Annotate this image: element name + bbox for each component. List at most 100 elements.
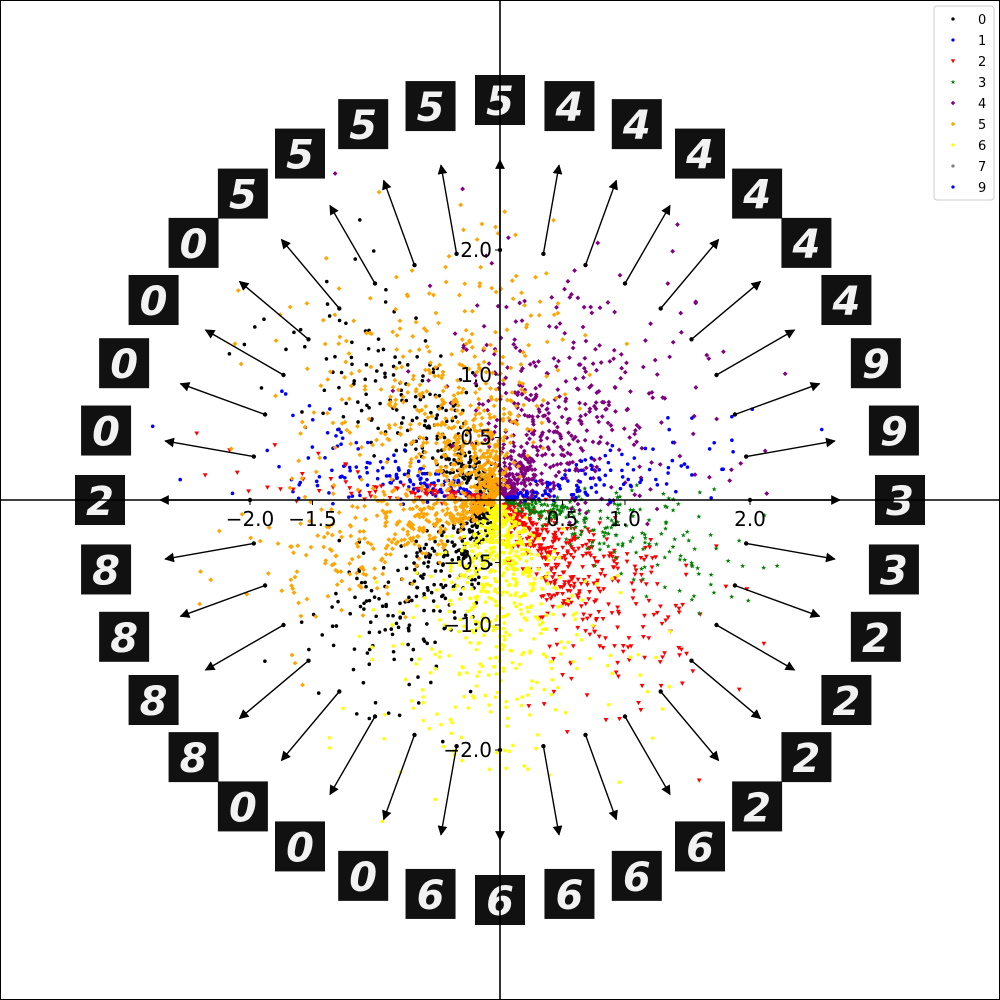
digit-thumbnail-glyph: 0 (110, 342, 138, 388)
point-series-5 (384, 459, 390, 465)
point-series-6 (391, 644, 396, 648)
point-series-6 (536, 537, 540, 541)
point-series-1 (310, 417, 315, 422)
point-series-3 (696, 571, 702, 577)
direction-arrow (542, 746, 563, 836)
digit-thumbnail: 4 (781, 217, 832, 268)
point-series-0 (401, 611, 406, 616)
point-series-3 (568, 525, 574, 531)
point-series-6 (482, 532, 487, 536)
point-series-4 (480, 402, 486, 407)
point-series-4 (529, 431, 535, 436)
point-series-4 (536, 359, 541, 364)
point-series-4 (538, 437, 544, 443)
point-series-5 (476, 433, 482, 439)
point-series-4 (617, 272, 623, 278)
point-series-0 (482, 515, 487, 520)
point-series-5 (495, 443, 501, 449)
point-series-2 (603, 636, 608, 641)
point-series-0 (302, 344, 307, 349)
point-series-2 (662, 651, 667, 656)
point-series-4 (563, 378, 569, 384)
point-series-5 (424, 511, 430, 517)
point-series-2 (543, 528, 549, 533)
point-series-9 (512, 494, 517, 499)
point-series-2 (673, 603, 679, 609)
point-series-5 (384, 501, 390, 507)
point-series-3 (677, 556, 683, 562)
point-series-6 (505, 724, 510, 728)
point-series-6 (422, 596, 427, 600)
point-series-6 (493, 599, 498, 604)
point-series-2 (683, 563, 689, 568)
point-series-1 (398, 480, 403, 484)
point-series-6 (463, 564, 468, 569)
point-series-5 (347, 571, 353, 577)
point-series-2 (401, 483, 406, 488)
point-series-2 (477, 492, 482, 498)
point-series-5 (472, 500, 477, 506)
point-series-4 (637, 425, 642, 431)
point-series-2 (676, 646, 682, 651)
point-series-0 (357, 540, 362, 544)
point-series-4 (675, 222, 680, 227)
point-series-0 (350, 340, 354, 345)
point-series-6 (488, 583, 493, 588)
point-series-5 (393, 401, 398, 407)
point-series-2 (562, 583, 567, 588)
point-series-0 (456, 548, 461, 553)
point-series-0 (416, 675, 420, 679)
point-series-5 (488, 485, 494, 491)
point-series-6 (456, 576, 460, 580)
point-series-0 (333, 354, 337, 359)
point-series-3 (515, 508, 521, 514)
point-series-5 (311, 410, 317, 415)
point-series-2 (448, 490, 453, 495)
point-series-6 (515, 697, 519, 701)
point-series-2 (563, 601, 569, 607)
point-series-4 (627, 435, 633, 440)
point-series-4 (652, 357, 658, 363)
point-series-6 (514, 508, 518, 513)
point-series-3 (538, 502, 544, 508)
digit-thumbnail: 0 (275, 821, 325, 872)
point-series-2 (546, 592, 551, 598)
point-series-3 (680, 532, 686, 538)
point-series-6 (475, 595, 479, 600)
digit-thumbnail-glyph: 3 (886, 479, 914, 525)
point-series-0 (242, 342, 247, 347)
point-series-5 (562, 391, 568, 397)
point-series-5 (392, 422, 398, 428)
point-series-5 (416, 347, 422, 353)
point-series-6 (449, 565, 453, 569)
point-series-5 (353, 515, 358, 521)
y-tick-label: −0.5 (443, 551, 492, 575)
point-series-5 (438, 422, 444, 428)
point-series-5 (417, 525, 422, 531)
point-series-5 (478, 422, 484, 427)
point-series-5 (424, 344, 430, 350)
point-series-6 (519, 703, 524, 708)
point-series-5 (433, 512, 438, 518)
point-series-6 (511, 743, 515, 748)
point-series-3 (608, 524, 614, 530)
point-series-2 (534, 572, 539, 577)
point-series-4 (532, 467, 538, 472)
point-series-5 (495, 230, 501, 236)
point-series-1 (328, 407, 332, 411)
point-series-5 (469, 308, 475, 314)
point-series-4 (568, 506, 574, 512)
digit-thumbnail: 6 (405, 868, 456, 919)
point-series-6 (507, 633, 512, 637)
point-series-5 (424, 440, 430, 445)
point-series-6 (605, 663, 610, 668)
point-series-5 (490, 448, 496, 454)
point-series-2 (552, 580, 558, 585)
point-series-5 (443, 279, 449, 285)
point-series-2 (587, 632, 593, 637)
point-series-4 (544, 406, 550, 412)
point-series-5 (537, 299, 543, 305)
point-series-6 (448, 627, 452, 631)
point-series-9 (670, 458, 675, 463)
point-series-2 (328, 477, 334, 482)
